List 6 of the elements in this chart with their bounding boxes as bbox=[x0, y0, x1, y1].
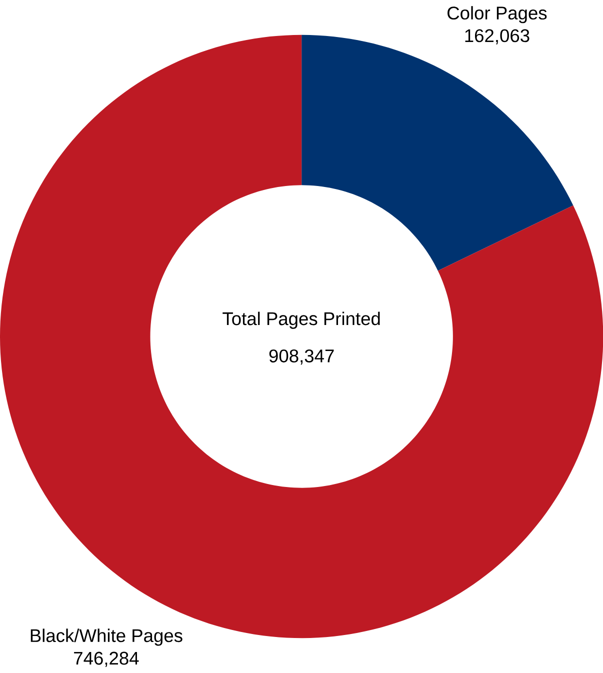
slice-label: Color Pages bbox=[447, 6, 547, 24]
text: 908,347 bbox=[269, 349, 334, 365]
data-label: 746,284 bbox=[74, 652, 139, 667]
data-label: 162,063 bbox=[465, 29, 530, 44]
slice-label: Black/White Pages bbox=[30, 628, 182, 646]
text: Total Pages Printed bbox=[222, 312, 380, 329]
